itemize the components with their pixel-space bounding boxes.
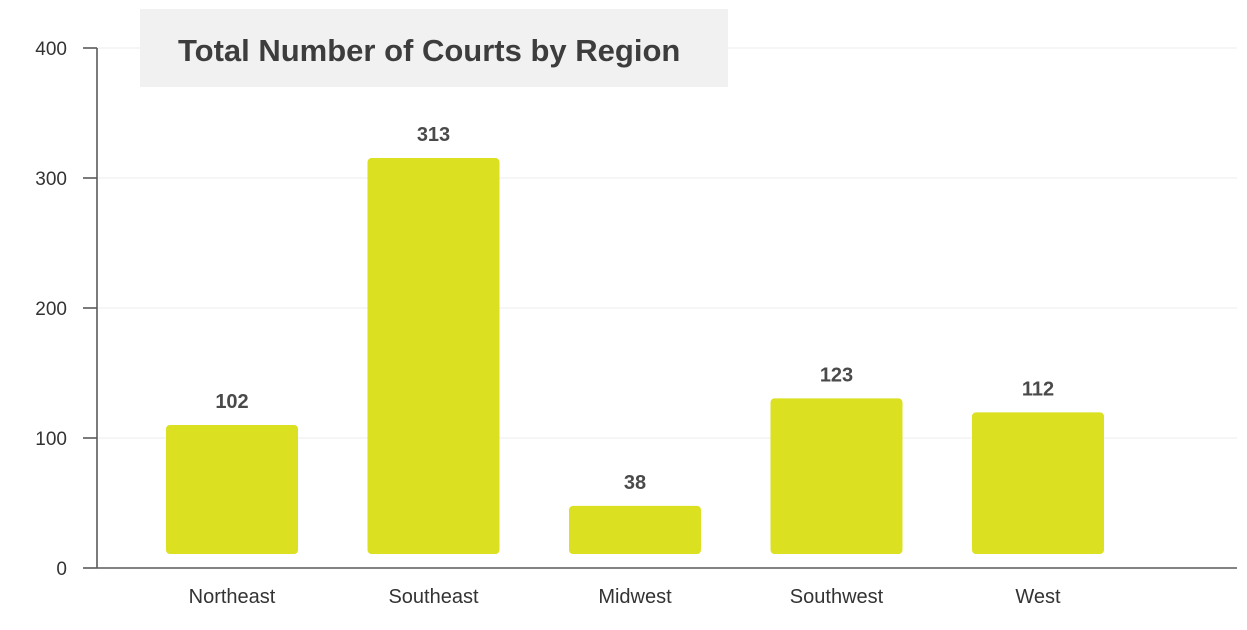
data-label: 112 xyxy=(1022,378,1054,400)
bar-midwest xyxy=(569,505,701,554)
data-label: 38 xyxy=(624,472,646,494)
data-label: 313 xyxy=(417,124,450,146)
chart-title: Total Number of Courts by Region xyxy=(178,33,680,68)
x-tick-label: Midwest xyxy=(598,586,672,608)
bar-northeast xyxy=(166,424,298,554)
y-tick-label: 300 xyxy=(35,169,67,190)
x-tick-label: West xyxy=(1015,586,1061,608)
y-tick-label: 100 xyxy=(35,429,67,450)
chart-title-background xyxy=(140,9,728,87)
y-tick-label: 0 xyxy=(56,559,67,580)
data-label: 123 xyxy=(820,364,853,386)
y-tick-label: 200 xyxy=(35,299,67,320)
x-tick-labels: Northeast Southeast Midwest Southwest West xyxy=(189,586,1061,608)
x-tick-label: Southeast xyxy=(388,586,479,608)
bar-southeast xyxy=(367,158,500,554)
bar-southwest xyxy=(770,398,903,554)
x-tick-label: Northeast xyxy=(189,586,276,608)
x-tick-label: Southwest xyxy=(790,586,884,608)
data-label: 102 xyxy=(215,391,248,413)
y-ticks: 0 100 200 300 400 xyxy=(35,39,97,580)
bar-west xyxy=(972,412,1104,554)
y-tick-label: 400 xyxy=(35,39,67,60)
chart-title-group: Total Number of Courts by Region xyxy=(140,9,728,87)
gridlines xyxy=(97,47,1237,439)
bars: 102 313 38 123 112 xyxy=(166,124,1104,554)
